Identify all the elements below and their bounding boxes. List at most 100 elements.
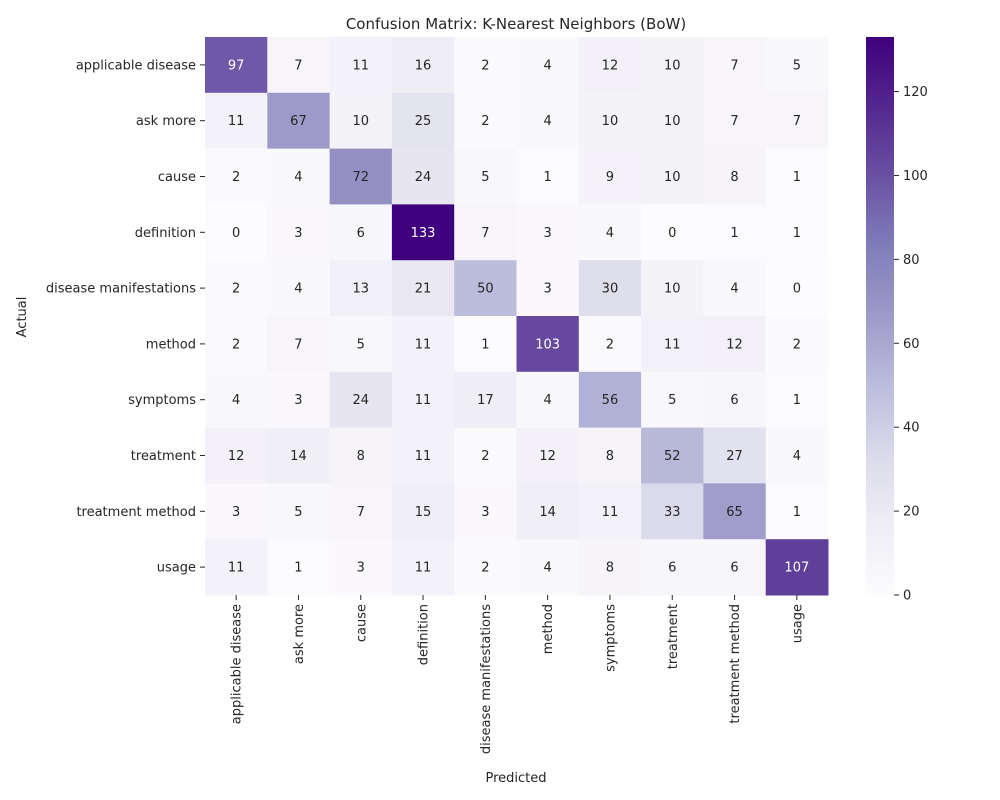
- cell-value-label: 14: [539, 505, 556, 520]
- heatmap-cell: [267, 37, 331, 94]
- heatmap-cell: [267, 260, 331, 317]
- heatmap-cell: [454, 427, 517, 484]
- cell-value-label: 56: [602, 393, 619, 408]
- colorbar-tick-label: 60: [903, 337, 920, 352]
- heatmap-cell: [516, 539, 580, 596]
- heatmap-cell: [205, 37, 268, 94]
- cell-value-label: 16: [415, 58, 432, 73]
- cell-value-label: 1: [730, 226, 738, 241]
- cell-value-label: 0: [668, 226, 676, 241]
- heatmap-cell: [267, 539, 331, 596]
- cell-value-label: 1: [793, 505, 801, 520]
- heatmap-cell: [267, 371, 331, 429]
- heatmap-cell: [391, 316, 455, 373]
- y-axis-ticks: applicable disease ask more cause definitio…: [46, 58, 205, 576]
- heatmap-cell: [578, 316, 642, 373]
- cell-value-label: 67: [290, 114, 307, 129]
- cell-value-label: 3: [481, 505, 489, 520]
- cell-value-label: 3: [544, 282, 552, 297]
- colorbar-tick-label: 120: [903, 85, 928, 100]
- heatmap-cell: [267, 316, 331, 373]
- cell-value-label: 6: [357, 226, 365, 241]
- heatmap-cell: [703, 260, 767, 317]
- heatmap-cell: [329, 427, 393, 484]
- heatmap-cell: [205, 316, 268, 373]
- heatmap-cell: [765, 148, 829, 205]
- cell-value-label: 33: [664, 505, 681, 520]
- cell-value-label: 12: [726, 337, 743, 352]
- cell-value-label: 10: [664, 282, 681, 297]
- heatmap-cell: [765, 483, 829, 540]
- cell-value-label: 11: [352, 58, 369, 73]
- heatmap-cell: [765, 260, 829, 317]
- heatmap-cell: [703, 427, 767, 484]
- cell-value-label: 10: [664, 58, 681, 73]
- heatmap-cell: [205, 260, 268, 317]
- cell-value-label: 11: [228, 114, 245, 129]
- cell-value-label: 11: [415, 449, 432, 464]
- cell-value-label: 3: [294, 393, 302, 408]
- y-tick-label: usage: [157, 561, 196, 576]
- cell-value-label: 11: [602, 505, 619, 520]
- colorbar: [866, 37, 894, 595]
- heatmap-cell: [703, 37, 767, 94]
- heatmap-cell: [516, 148, 580, 205]
- heatmap-cell: [454, 92, 517, 150]
- cell-value-label: 4: [730, 282, 738, 297]
- cell-value-label: 2: [232, 337, 240, 352]
- heatmap-cell: [703, 148, 767, 205]
- cell-value-label: 72: [352, 170, 369, 185]
- cell-value-label: 7: [357, 505, 365, 520]
- cell-value-label: 12: [539, 449, 556, 464]
- x-axis-ticks: applicable disease ask more cause definitio…: [230, 595, 805, 754]
- heatmap-cell: [578, 427, 642, 484]
- cell-value-label: 4: [793, 449, 801, 464]
- heatmap-cell: [578, 371, 642, 429]
- cell-value-label: 8: [606, 561, 614, 576]
- heatmap-cell: [703, 316, 767, 373]
- cell-value-label: 5: [668, 393, 676, 408]
- heatmap-cell: [454, 204, 517, 261]
- heatmap-cell: [516, 260, 580, 317]
- cell-value-label: 24: [415, 170, 432, 185]
- heatmap-cell: [641, 371, 704, 429]
- y-tick-label: applicable disease: [76, 58, 196, 73]
- heatmap-cell: [205, 371, 268, 429]
- heatmap-cell: [329, 92, 393, 150]
- y-axis-label: Actual: [15, 297, 30, 338]
- heatmap-cell: [391, 427, 455, 484]
- heatmap-cell: [578, 37, 642, 94]
- colorbar-tick-label: 40: [903, 421, 920, 436]
- heatmap-cell: [454, 371, 517, 429]
- x-tick-label: usage: [790, 604, 805, 643]
- cell-value-label: 97: [228, 58, 245, 73]
- heatmap-cell: [329, 539, 393, 596]
- heatmap-cell: [516, 37, 580, 94]
- cell-value-label: 50: [477, 282, 494, 297]
- heatmap-cell: [329, 148, 393, 205]
- y-tick-label: symptoms: [128, 393, 196, 408]
- cell-value-label: 11: [415, 393, 432, 408]
- cell-value-label: 6: [730, 393, 738, 408]
- heatmap-cell: [454, 316, 517, 373]
- cell-value-label: 12: [602, 58, 619, 73]
- y-tick-label: method: [146, 337, 196, 352]
- cell-value-label: 3: [357, 561, 365, 576]
- colorbar-tick-label: 20: [903, 505, 920, 520]
- cell-value-label: 7: [730, 58, 738, 73]
- cell-value-label: 1: [793, 393, 801, 408]
- heatmap-cell: [391, 539, 455, 596]
- heatmap-cell: [391, 260, 455, 317]
- heatmap-cell: [765, 204, 829, 261]
- colorbar-tick-label: 0: [903, 589, 911, 604]
- cell-value-label: 2: [606, 337, 614, 352]
- heatmap-cell: [578, 483, 642, 540]
- heatmap-cell: [765, 539, 829, 596]
- heatmap-cell: [765, 371, 829, 429]
- cell-value-label: 7: [294, 58, 302, 73]
- heatmap-cell: [578, 148, 642, 205]
- heatmap-cell: [641, 483, 704, 540]
- cell-value-label: 11: [415, 337, 432, 352]
- cell-value-label: 4: [606, 226, 614, 241]
- heatmap-cell: [641, 37, 704, 94]
